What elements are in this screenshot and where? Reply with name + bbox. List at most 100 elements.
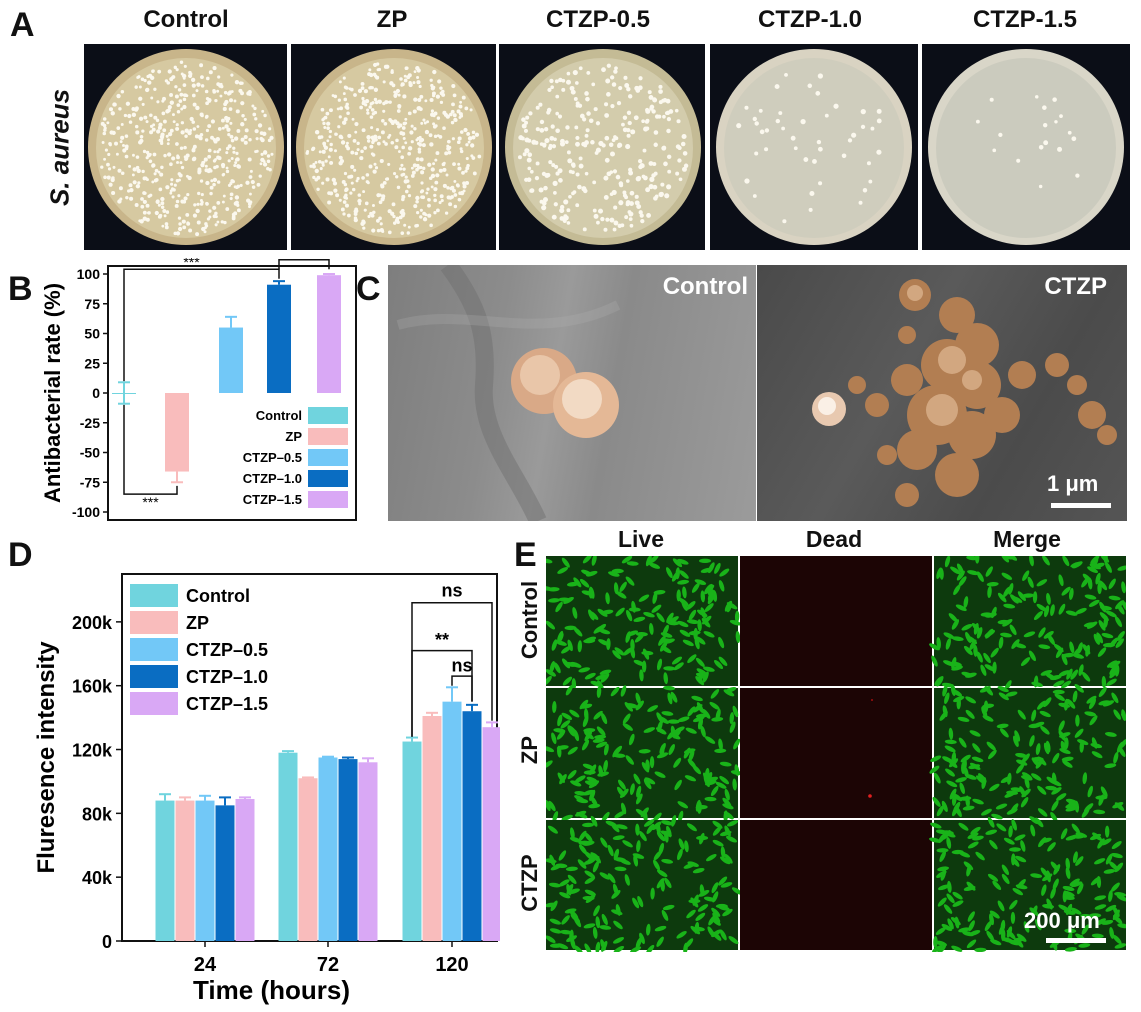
cell [731, 887, 743, 895]
cell [700, 567, 713, 573]
colony-dot [205, 97, 210, 101]
colony-dot [817, 146, 823, 152]
colony-dot [248, 192, 252, 196]
colony-dot [415, 200, 419, 204]
significance-label: *** [183, 258, 200, 270]
colony-dot [432, 162, 436, 166]
colony-dot [429, 223, 433, 228]
cell [656, 658, 663, 671]
colony-dot [328, 108, 333, 113]
panel-d-letter: D [8, 536, 33, 574]
colony-dot [614, 136, 619, 141]
colony-dot [167, 131, 173, 137]
colony-dot [183, 196, 188, 201]
colony-dot [466, 163, 470, 168]
colony-dot [363, 89, 368, 94]
cell [702, 615, 712, 625]
colony-dot [213, 150, 217, 154]
cell [555, 601, 563, 613]
cell [697, 801, 702, 814]
colony-dot [353, 168, 357, 172]
colony-dot [176, 160, 180, 164]
colony-dot [611, 189, 617, 195]
colony-dot [148, 73, 153, 78]
colony-dot [337, 98, 341, 102]
cell [646, 923, 651, 936]
cell [561, 658, 571, 669]
cell [643, 819, 655, 827]
cell [1009, 847, 1022, 852]
colony-dot [390, 121, 395, 126]
colony-dot [142, 149, 147, 154]
cell [1093, 809, 1106, 815]
cell [572, 607, 578, 619]
colony-dot [681, 133, 687, 140]
cell [976, 651, 983, 663]
cell [1037, 700, 1047, 710]
cell [1008, 825, 1013, 838]
cell [1114, 892, 1126, 897]
panel-e-letter: E [514, 536, 537, 574]
colony-dot [199, 132, 204, 137]
colony-dot [162, 128, 167, 133]
cell [980, 664, 987, 676]
colony-dot [169, 100, 174, 105]
colony-dot [404, 117, 408, 121]
colony-dot [238, 81, 243, 85]
colony-dot [467, 140, 471, 144]
colony-dot [366, 108, 370, 112]
colony-dot [173, 65, 177, 70]
cell [735, 631, 741, 643]
colony-dot [108, 143, 112, 147]
colony-dot [341, 179, 346, 184]
cell [1045, 673, 1057, 681]
colony-dot [404, 175, 408, 179]
cell [624, 702, 634, 712]
colony-dot [458, 112, 463, 117]
colony-dot [544, 127, 549, 132]
colony-dot [349, 191, 353, 195]
colony-dot [604, 113, 610, 118]
colony-dot [593, 213, 599, 219]
colony-dot [253, 106, 257, 111]
cell [633, 616, 646, 622]
sem-ctzp-image: CTZP 1 μm [757, 265, 1127, 521]
colony-dot [642, 175, 648, 181]
colony-dot [134, 85, 138, 89]
colony-dot [559, 204, 565, 210]
plate-photo-control [84, 44, 287, 250]
cell [943, 904, 953, 914]
colony-dot [463, 127, 468, 133]
colony-dot [100, 165, 104, 169]
dead-cell [871, 699, 873, 701]
colony-dot [191, 83, 196, 88]
colony-dot [621, 122, 625, 127]
colony-dot [612, 227, 617, 232]
colony-dot [215, 137, 220, 142]
colony-dot [518, 135, 524, 141]
colony-dot [376, 68, 380, 72]
colony-dot [524, 137, 530, 143]
colony-dot [343, 85, 348, 89]
cell [933, 772, 941, 784]
colony-dot [652, 184, 658, 190]
colony-dot [256, 182, 261, 187]
cell [694, 579, 707, 585]
cell [712, 826, 722, 836]
colony-dot [547, 87, 552, 93]
colony-dot [230, 157, 234, 160]
colony-dot [346, 141, 349, 145]
y-tick-label: 75 [84, 296, 100, 312]
cell [1029, 907, 1039, 917]
colony-dot [119, 140, 123, 144]
colony-dot [240, 137, 245, 142]
cell [981, 808, 992, 816]
colony-dot [139, 134, 144, 139]
cell [1029, 556, 1034, 567]
colony-dot [363, 146, 367, 150]
colony-dot [1057, 146, 1063, 152]
colony-dot [235, 151, 239, 155]
colony-dot [152, 123, 156, 127]
colony-dot [241, 113, 245, 118]
cell [558, 850, 567, 861]
